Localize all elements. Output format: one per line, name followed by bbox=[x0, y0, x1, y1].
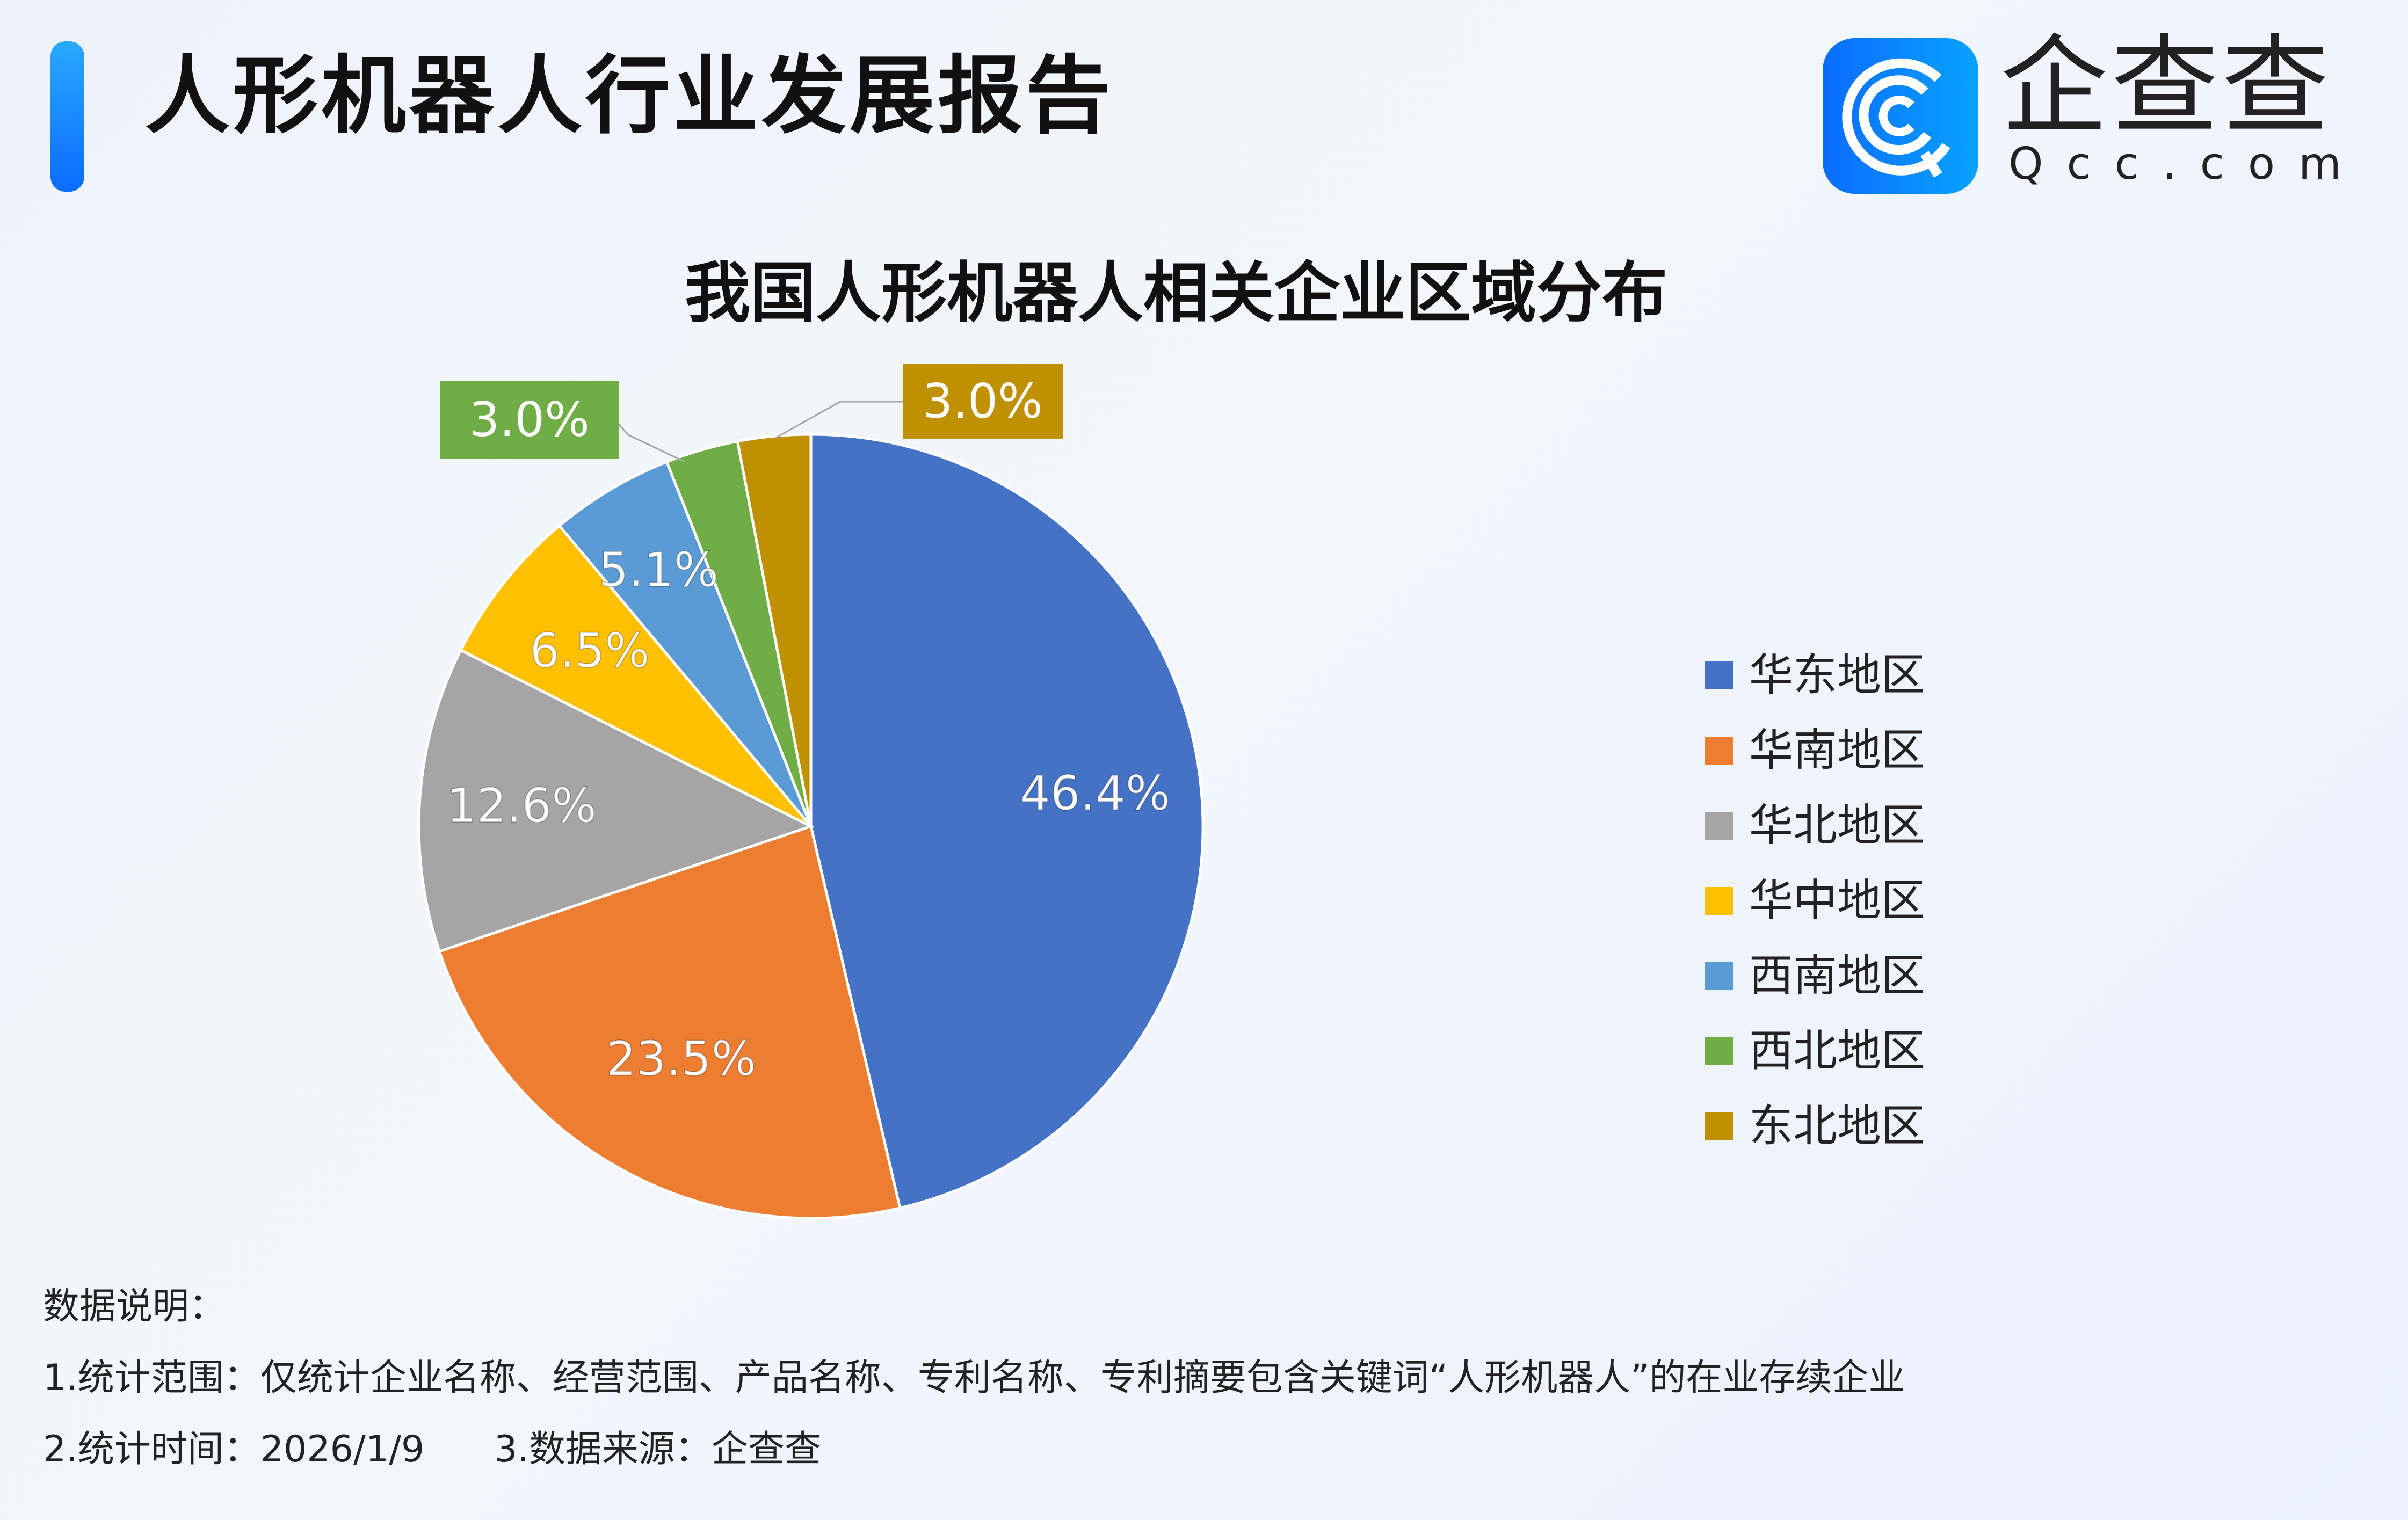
data-notes: 数据说明： 1.统计范围：仅统计企业名称、经营范围、产品名称、专利名称、专利摘要… bbox=[43, 1289, 1905, 1503]
qcc-logo-text: 企查查 bbox=[2000, 24, 2333, 149]
data-label: 46.4% bbox=[1020, 766, 1171, 821]
data-label-callout-xibei: 3.0% bbox=[440, 381, 619, 459]
qcc-logo-domain: Qcc.com bbox=[2008, 139, 2365, 190]
leader-line bbox=[618, 423, 685, 463]
legend-item: 华东地区 bbox=[1705, 638, 1925, 713]
legend-item: 华北地区 bbox=[1705, 788, 1925, 863]
page-title: 人形机器人行业发展报告 bbox=[145, 47, 1114, 146]
legend-item: 华中地区 bbox=[1705, 863, 1925, 939]
data-label: 6.5% bbox=[530, 623, 650, 679]
legend-label: 东北地区 bbox=[1749, 1101, 1926, 1152]
legend-label: 华东地区 bbox=[1749, 650, 1926, 701]
legend-item: 西南地区 bbox=[1705, 939, 1925, 1014]
legend-swatch bbox=[1705, 737, 1733, 765]
legend-label: 华南地区 bbox=[1749, 725, 1926, 776]
pie-slice-1 bbox=[438, 824, 902, 1220]
notes-heading: 数据说明： bbox=[43, 1285, 226, 1328]
data-label: 5.1% bbox=[599, 542, 719, 598]
data-label: 23.5% bbox=[606, 1031, 757, 1087]
legend-item: 华南地区 bbox=[1705, 713, 1925, 788]
pie-slice-2 bbox=[417, 648, 815, 954]
legend-swatch bbox=[1705, 1037, 1733, 1065]
pie-slice-0 bbox=[809, 433, 1205, 1210]
pie-slice-6 bbox=[736, 433, 813, 827]
pie-slice-3 bbox=[459, 523, 812, 828]
notes-time-source: 2.统计时间：2026/1/9 3.数据来源：企查查 bbox=[43, 1428, 821, 1471]
data-label: 3.0% bbox=[469, 391, 590, 447]
title-accent-bar bbox=[50, 41, 84, 192]
legend-item: 西北地区 bbox=[1705, 1014, 1925, 1089]
legend-swatch bbox=[1705, 962, 1733, 990]
data-label: 3.0% bbox=[923, 374, 1043, 429]
chart-title: 我国人形机器人相关企业区域分布 bbox=[685, 255, 1667, 331]
legend-label: 西南地区 bbox=[1749, 950, 1926, 1001]
legend-label: 西北地区 bbox=[1749, 1026, 1926, 1077]
notes-scope: 1.统计范围：仅统计企业名称、经营范围、产品名称、专利名称、专利摘要包含关键词“… bbox=[43, 1357, 1905, 1399]
legend: 华东地区 华南地区 华北地区 华中地区 西南地区 西北地区 东北地区 bbox=[1705, 638, 1925, 1164]
legend-swatch bbox=[1705, 812, 1733, 840]
legend-item: 东北地区 bbox=[1705, 1089, 1925, 1164]
legend-label: 华中地区 bbox=[1749, 875, 1926, 926]
pie-slice-4 bbox=[557, 460, 813, 827]
legend-swatch bbox=[1705, 1112, 1733, 1140]
data-label-callout-dongbei: 3.0% bbox=[903, 364, 1063, 439]
legend-swatch bbox=[1705, 887, 1733, 915]
legend-label: 华北地区 bbox=[1749, 800, 1926, 851]
data-label: 12.6% bbox=[446, 778, 597, 833]
legend-swatch bbox=[1705, 661, 1733, 689]
leader-line bbox=[775, 401, 903, 439]
qcc-logo-icon bbox=[1823, 38, 1978, 194]
